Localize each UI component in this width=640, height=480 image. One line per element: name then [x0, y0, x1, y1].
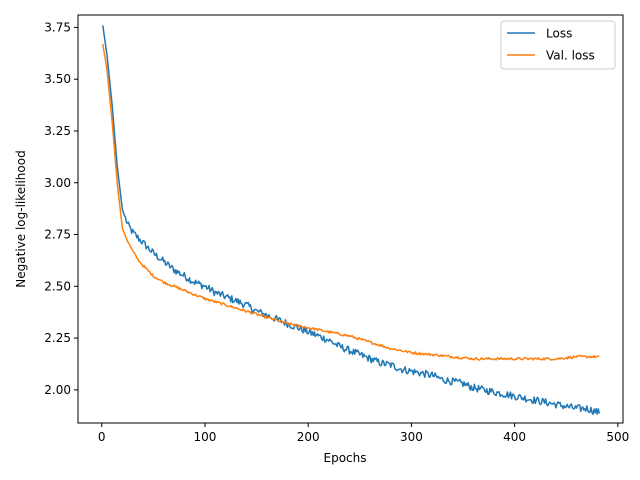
- x-tick-label: 300: [400, 430, 423, 444]
- x-tick-label: 200: [297, 430, 320, 444]
- y-tick-label: 3.00: [44, 176, 71, 190]
- x-tick-label: 0: [98, 430, 106, 444]
- series-line-val-loss: [102, 43, 600, 361]
- y-tick-label: 2.00: [44, 383, 71, 397]
- y-tick-label: 3.25: [44, 124, 71, 138]
- legend: Loss Val. loss: [500, 20, 616, 70]
- x-tick-label: 500: [606, 430, 629, 444]
- series-line-loss: [102, 25, 600, 415]
- y-tick-label: 2.25: [44, 331, 71, 345]
- plot-series: [102, 25, 600, 415]
- y-tick-label: 3.50: [44, 72, 71, 86]
- y-axis: 2.00 2.25 2.50 2.75 3.00 3.25 3.50 3.75: [44, 20, 78, 397]
- y-tick-label: 2.50: [44, 279, 71, 293]
- legend-label-val-loss: Val. loss: [546, 49, 595, 63]
- y-tick-label: 3.75: [44, 20, 71, 34]
- plot-frame: [77, 14, 624, 424]
- x-tick-label: 100: [194, 430, 217, 444]
- x-axis: 0 100 200 300 400 500: [98, 423, 629, 444]
- y-tick-label: 2.75: [44, 228, 71, 242]
- x-axis-label: Epochs: [324, 451, 367, 465]
- y-axis-label: Negative log-likelihood: [14, 150, 28, 287]
- x-tick-label: 400: [503, 430, 526, 444]
- legend-label-loss: Loss: [546, 27, 572, 41]
